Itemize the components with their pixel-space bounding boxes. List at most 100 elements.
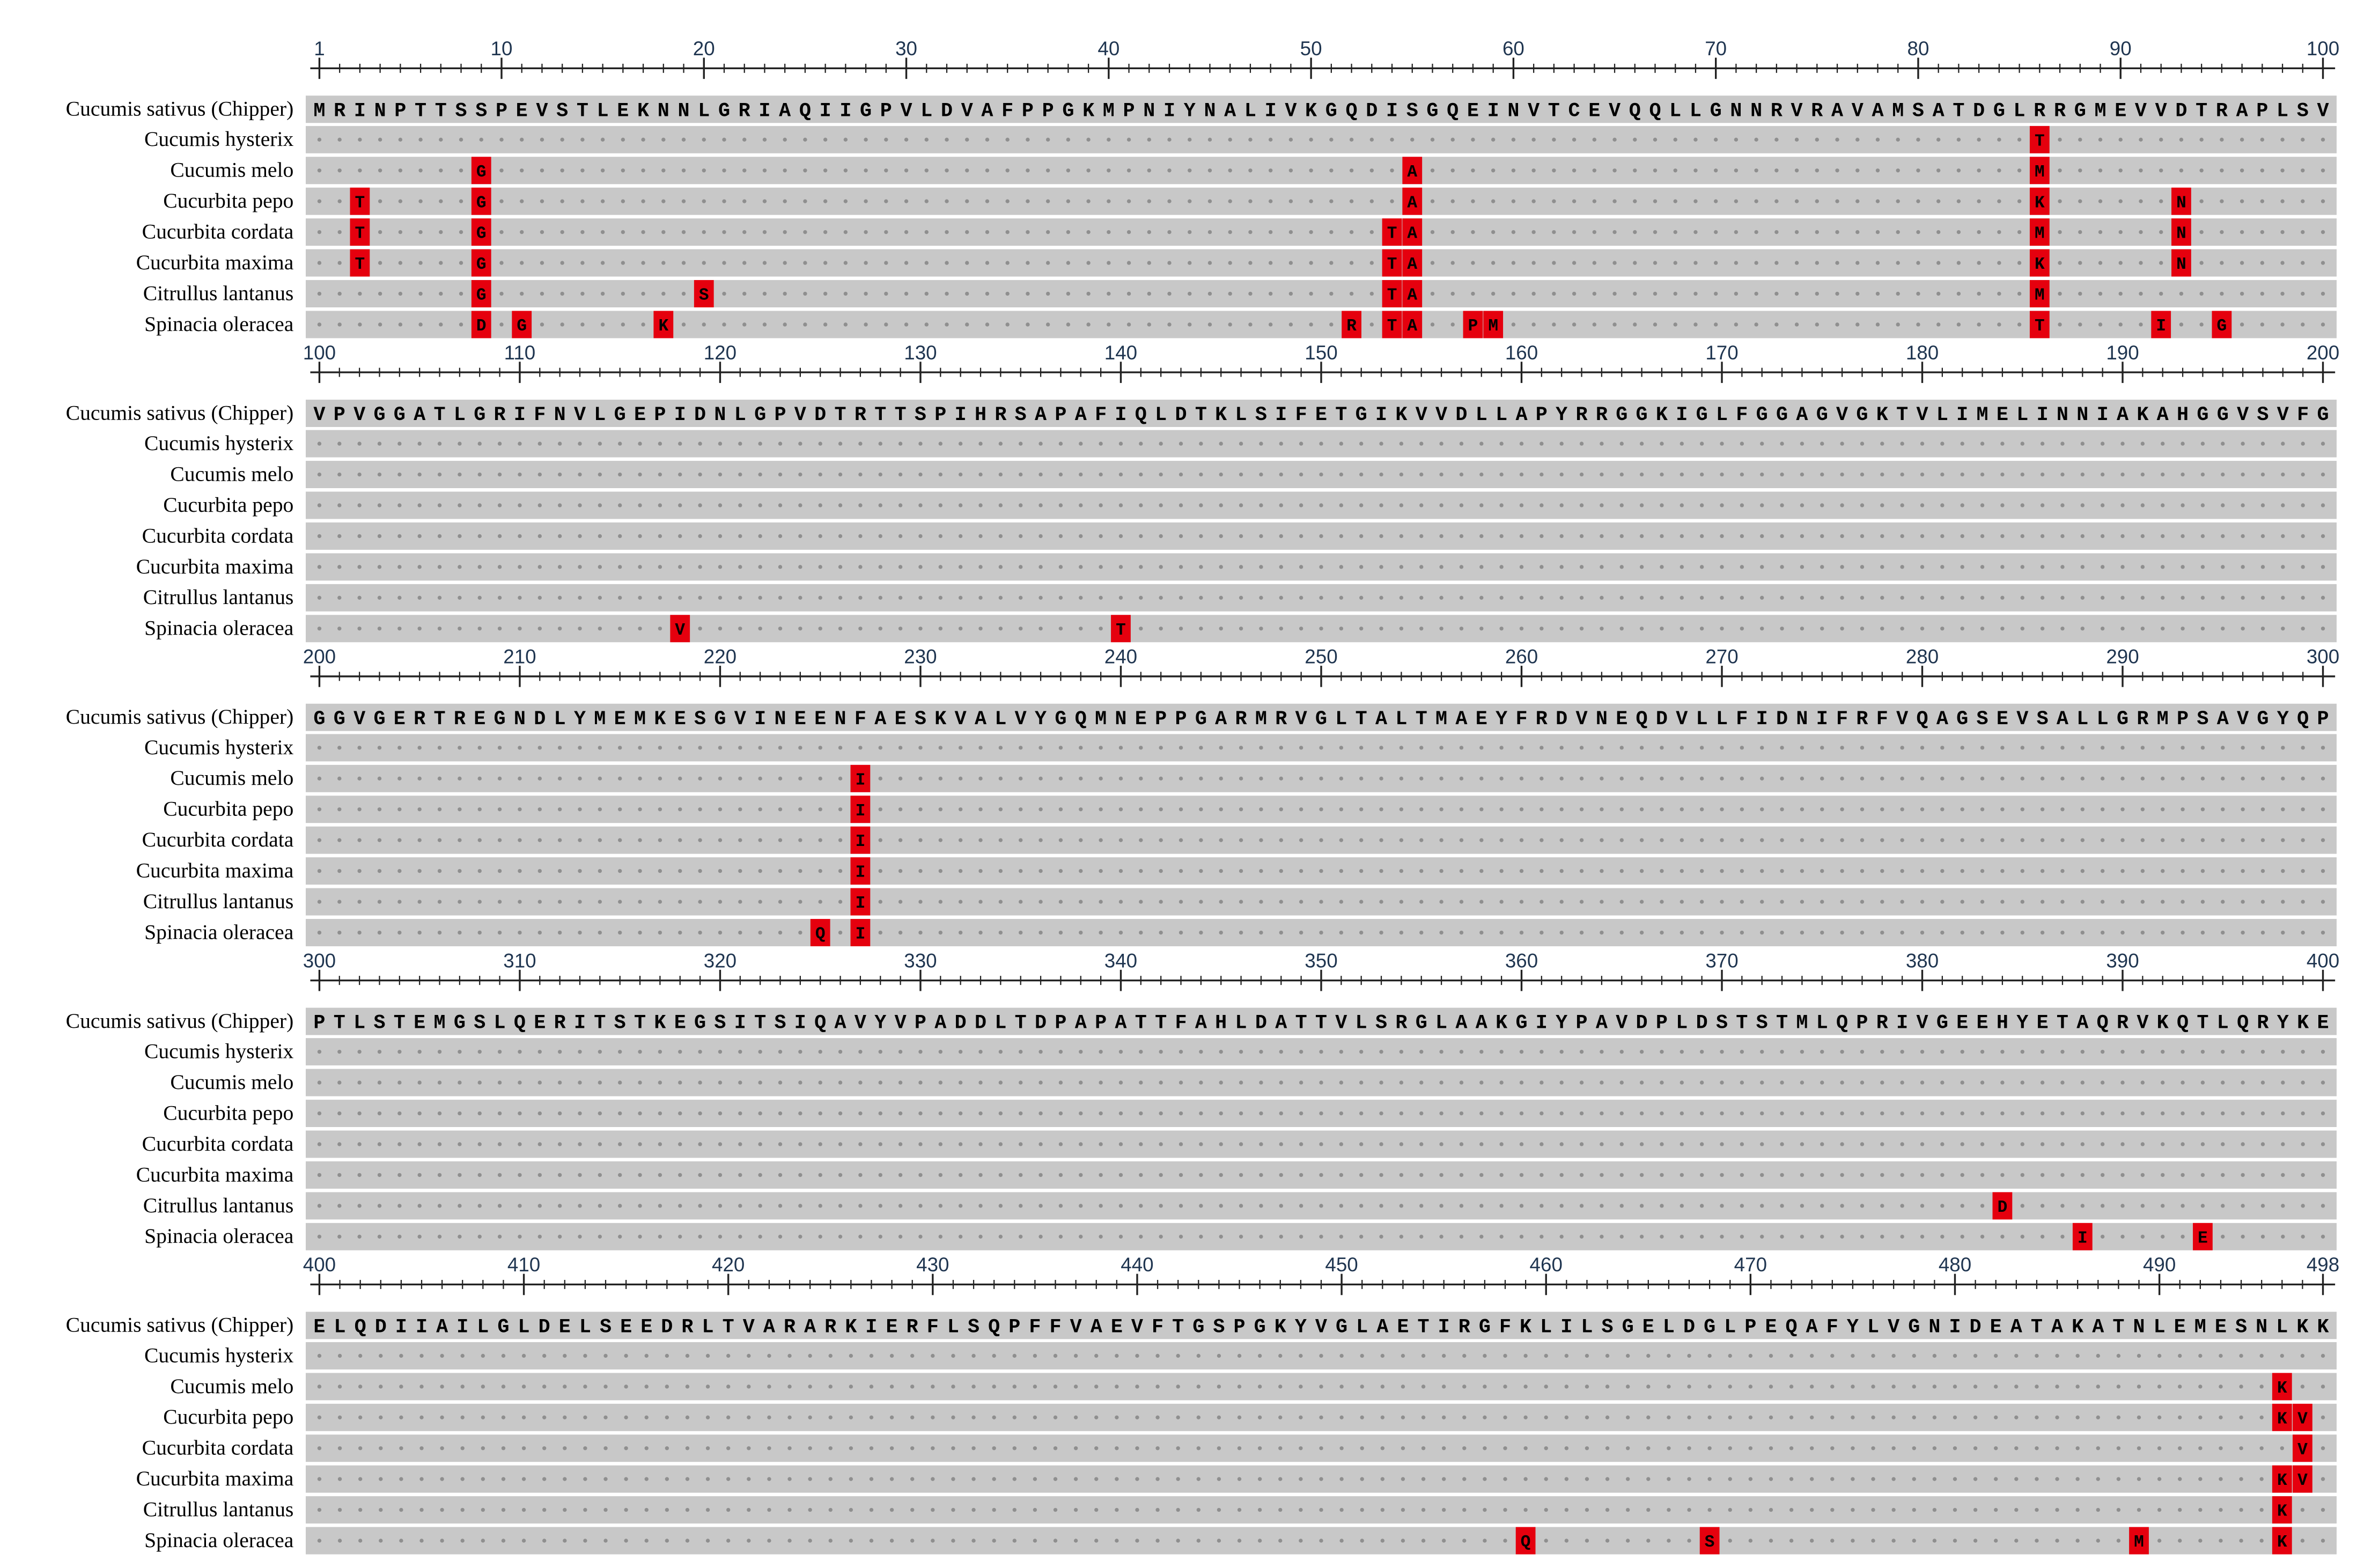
match-dot	[542, 1353, 547, 1358]
match-dot	[638, 565, 642, 569]
match-dot	[1421, 1538, 1426, 1543]
match-dot	[1239, 838, 1243, 842]
match-dot	[1058, 838, 1063, 842]
match-dot	[1896, 137, 1900, 142]
match-dot	[1239, 1111, 1243, 1116]
match-dot	[1479, 1173, 1484, 1177]
match-dot	[2321, 1234, 2325, 1239]
match-dot	[2157, 1415, 2162, 1419]
match-dot	[578, 503, 582, 507]
match-dot	[1680, 627, 1684, 631]
match-dot	[931, 1415, 935, 1419]
match-dot	[978, 868, 983, 873]
match-dot	[477, 776, 482, 781]
match-dot	[1639, 900, 1644, 904]
match-dot	[2321, 565, 2325, 569]
match-dot	[1026, 261, 1030, 265]
match-dot	[1728, 1385, 1732, 1389]
match-dot	[1339, 627, 1344, 631]
match-dot	[2120, 1080, 2125, 1085]
match-dot	[758, 776, 762, 781]
match-dot	[1369, 199, 1374, 203]
match-dot	[1559, 1234, 1564, 1239]
match-dot	[1855, 199, 1860, 203]
match-dot	[1540, 930, 1544, 935]
match-dot	[638, 627, 642, 631]
match-dot	[1572, 137, 1577, 142]
match-dot	[537, 807, 542, 812]
match-dot	[1139, 868, 1143, 873]
match-dot	[1380, 1507, 1385, 1512]
match-dot	[1176, 1446, 1180, 1451]
match-dot	[1379, 868, 1383, 873]
match-dot	[399, 1507, 403, 1512]
match-dot	[818, 627, 822, 631]
match-dot	[2140, 441, 2145, 446]
match-dot	[1441, 1507, 1446, 1512]
match-dot	[1559, 1204, 1564, 1208]
match-dot	[598, 930, 602, 935]
match-dot	[1155, 1477, 1160, 1481]
variant-cell	[2171, 218, 2191, 246]
match-dot	[1503, 1507, 1507, 1512]
variant-residue: K	[2277, 1379, 2287, 1398]
match-dot	[818, 746, 822, 750]
match-dot	[878, 1204, 882, 1208]
match-dot	[1612, 199, 1617, 203]
match-dot	[1612, 261, 1617, 265]
match-dot	[2017, 199, 2022, 203]
match-dot	[557, 1111, 562, 1116]
match-dot	[1278, 1385, 1283, 1389]
match-dot	[924, 261, 929, 265]
match-dot	[698, 565, 702, 569]
match-dot	[2260, 1049, 2265, 1054]
match-dot	[1980, 900, 1985, 904]
match-dot	[864, 199, 868, 203]
match-dot	[758, 838, 762, 842]
match-dot	[958, 595, 963, 600]
match-dot	[2241, 1111, 2245, 1116]
match-dot	[1980, 1173, 1985, 1177]
variant-cell	[1382, 218, 1402, 246]
match-dot	[638, 1173, 642, 1177]
match-dot	[437, 868, 442, 873]
match-dot	[600, 261, 605, 265]
match-dot	[1483, 1507, 1487, 1512]
match-dot	[1860, 1204, 1865, 1208]
match-dot	[1379, 472, 1383, 477]
match-dot	[357, 868, 362, 873]
match-dot	[1932, 1353, 1937, 1358]
match-dot	[889, 1446, 894, 1451]
match-dot	[1760, 807, 1764, 812]
match-dot	[2120, 1234, 2125, 1239]
match-dot	[1728, 1446, 1732, 1451]
match-dot	[497, 1049, 502, 1054]
match-dot	[1960, 776, 1964, 781]
match-dot	[678, 838, 682, 842]
match-dot	[1619, 565, 1624, 569]
match-dot	[951, 1446, 955, 1451]
match-dot	[580, 291, 585, 296]
match-dot	[678, 595, 682, 600]
match-dot	[2040, 441, 2045, 446]
match-dot	[1740, 627, 1744, 631]
match-dot	[938, 441, 942, 446]
match-dot	[2000, 1111, 2005, 1116]
match-dot	[1126, 322, 1131, 327]
match-dot	[1026, 322, 1030, 327]
variant-residue: E	[2198, 1229, 2208, 1248]
match-dot	[778, 930, 783, 935]
match-dot	[1228, 137, 1232, 142]
match-dot	[1147, 199, 1151, 203]
match-dot	[1479, 776, 1484, 781]
match-dot	[557, 868, 562, 873]
match-dot	[1523, 1415, 1528, 1419]
match-dot	[1633, 230, 1637, 234]
match-dot	[1760, 503, 1764, 507]
match-dot	[317, 441, 322, 446]
match-dot	[518, 838, 522, 842]
match-dot	[1960, 441, 1964, 446]
match-dot	[2060, 441, 2065, 446]
match-dot	[742, 230, 747, 234]
match-dot	[1592, 230, 1596, 234]
